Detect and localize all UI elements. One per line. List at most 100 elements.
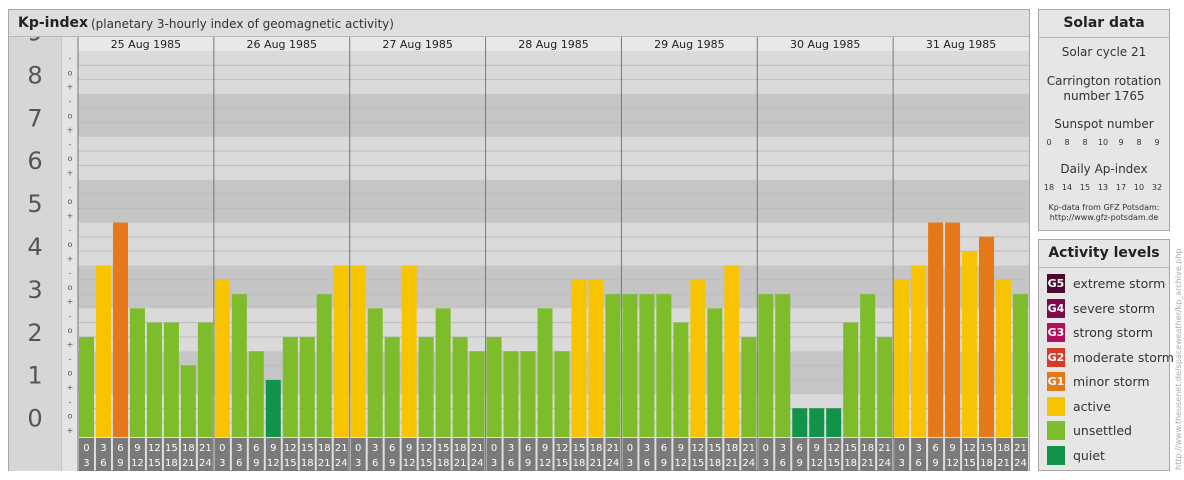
interval-start-label: 18 <box>182 443 195 454</box>
interval-cell <box>775 438 791 471</box>
band <box>78 222 1029 266</box>
interval-start-label: 18 <box>861 443 874 454</box>
interval-end-label: 6 <box>236 458 242 469</box>
kp-bar <box>792 408 808 437</box>
interval-cell <box>588 438 604 471</box>
ap-value: 10 <box>1133 183 1145 192</box>
interval-end-label: 6 <box>372 458 378 469</box>
y-axis-column <box>9 37 62 471</box>
kp-bar <box>894 279 910 437</box>
sub-tick-label: o <box>68 68 73 77</box>
interval-end-label: 9 <box>797 458 803 469</box>
interval-start-label: 21 <box>471 443 484 454</box>
date-label: 30 Aug 1985 <box>790 38 860 51</box>
sub-tick-label: o <box>68 283 73 292</box>
y-tick-label: 7 <box>27 104 42 132</box>
kp-bar <box>605 294 621 437</box>
activity-levels-header: Activity levels <box>1039 240 1169 268</box>
kp-bar <box>673 322 689 437</box>
y-tick-label: 8 <box>27 61 42 89</box>
interval-cell <box>316 438 332 471</box>
interval-start-label: 21 <box>1014 443 1027 454</box>
sub-tick-label: o <box>68 369 73 378</box>
interval-cell <box>350 438 366 471</box>
kp-bar <box>180 365 196 437</box>
kp-bar <box>79 337 94 437</box>
kp-bar <box>945 222 961 437</box>
interval-end-label: 12 <box>539 458 552 469</box>
sub-tick-label: - <box>69 311 72 320</box>
interval-cell <box>520 438 536 471</box>
sub-tick-label: - <box>69 54 72 63</box>
legend-label: strong storm <box>1073 325 1153 340</box>
kp-bar <box>690 279 706 437</box>
interval-cell <box>843 438 859 471</box>
interval-end-label: 18 <box>165 458 178 469</box>
kp-bar <box>214 279 230 437</box>
interval-end-label: 21 <box>454 458 467 469</box>
interval-start-label: 21 <box>199 443 212 454</box>
y-tick-label: 3 <box>27 276 42 304</box>
kp-bar <box>95 265 111 437</box>
sub-tick-label: o <box>68 240 73 249</box>
interval-end-label: 21 <box>997 458 1010 469</box>
interval-start-label: 9 <box>134 443 140 454</box>
interval-cell <box>707 438 723 471</box>
y-tick-label: 6 <box>27 147 42 175</box>
interval-start-label: 6 <box>525 443 531 454</box>
interval-end-label: 12 <box>403 458 416 469</box>
interval-cell <box>486 438 502 471</box>
sub-tick-label: o <box>68 154 73 163</box>
interval-cell <box>469 438 485 471</box>
interval-start-label: 3 <box>644 443 650 454</box>
kp-bar <box>537 308 553 437</box>
kp-bar <box>656 294 672 437</box>
interval-start-label: 15 <box>708 443 721 454</box>
interval-cell <box>112 438 128 471</box>
interval-cell <box>945 438 961 471</box>
interval-cell <box>894 438 910 471</box>
interval-cell <box>928 438 944 471</box>
interval-start-label: 12 <box>148 443 161 454</box>
sub-tick-label: o <box>68 412 73 421</box>
legend-swatch <box>1047 445 1065 465</box>
legend-label: quiet <box>1073 447 1105 463</box>
interval-start-label: 15 <box>165 443 178 454</box>
kp-bar <box>367 308 383 437</box>
interval-cell <box>741 438 757 471</box>
interval-end-label: 18 <box>573 458 586 469</box>
ap-value: 18 <box>1043 183 1055 192</box>
kp-bar <box>231 294 247 437</box>
interval-cell <box>163 438 179 471</box>
kp-bar <box>248 351 264 437</box>
interval-cell <box>554 438 570 471</box>
interval-start-label: 21 <box>742 443 755 454</box>
interval-start-label: 15 <box>301 443 314 454</box>
kp-bar <box>622 294 638 437</box>
kp-bar <box>452 337 468 437</box>
source-url[interactable]: http://www.gfz-potsdam.de <box>1049 213 1159 222</box>
interval-start-label: 9 <box>949 443 955 454</box>
sub-tick-label: o <box>68 197 73 206</box>
kp-chart-panel: Kp-index (planetary 3-hourly index of ge… <box>8 9 1030 471</box>
solar-data-panel: Solar data Solar cycle 21 Carrington rot… <box>1038 9 1170 231</box>
interval-start-label: 12 <box>556 443 569 454</box>
interval-cell <box>656 438 672 471</box>
sunspot-value: 8 <box>1064 138 1070 147</box>
interval-cell <box>962 438 978 471</box>
interval-end-label: 24 <box>471 458 484 469</box>
kp-bar <box>282 337 298 437</box>
interval-end-label: 21 <box>861 458 874 469</box>
interval-cell <box>265 438 281 471</box>
kp-bar <box>333 265 349 437</box>
interval-cell <box>282 438 298 471</box>
interval-cell <box>418 438 434 471</box>
sunspot-value: 8 <box>1082 138 1088 147</box>
interval-end-label: 6 <box>100 458 106 469</box>
interval-cell <box>503 438 519 471</box>
chart-title: Kp-index <box>18 15 88 31</box>
y-tick-label: 9 <box>27 37 42 47</box>
interval-cell <box>758 438 774 471</box>
sub-tick-label: - <box>69 183 72 192</box>
interval-cell <box>673 438 689 471</box>
